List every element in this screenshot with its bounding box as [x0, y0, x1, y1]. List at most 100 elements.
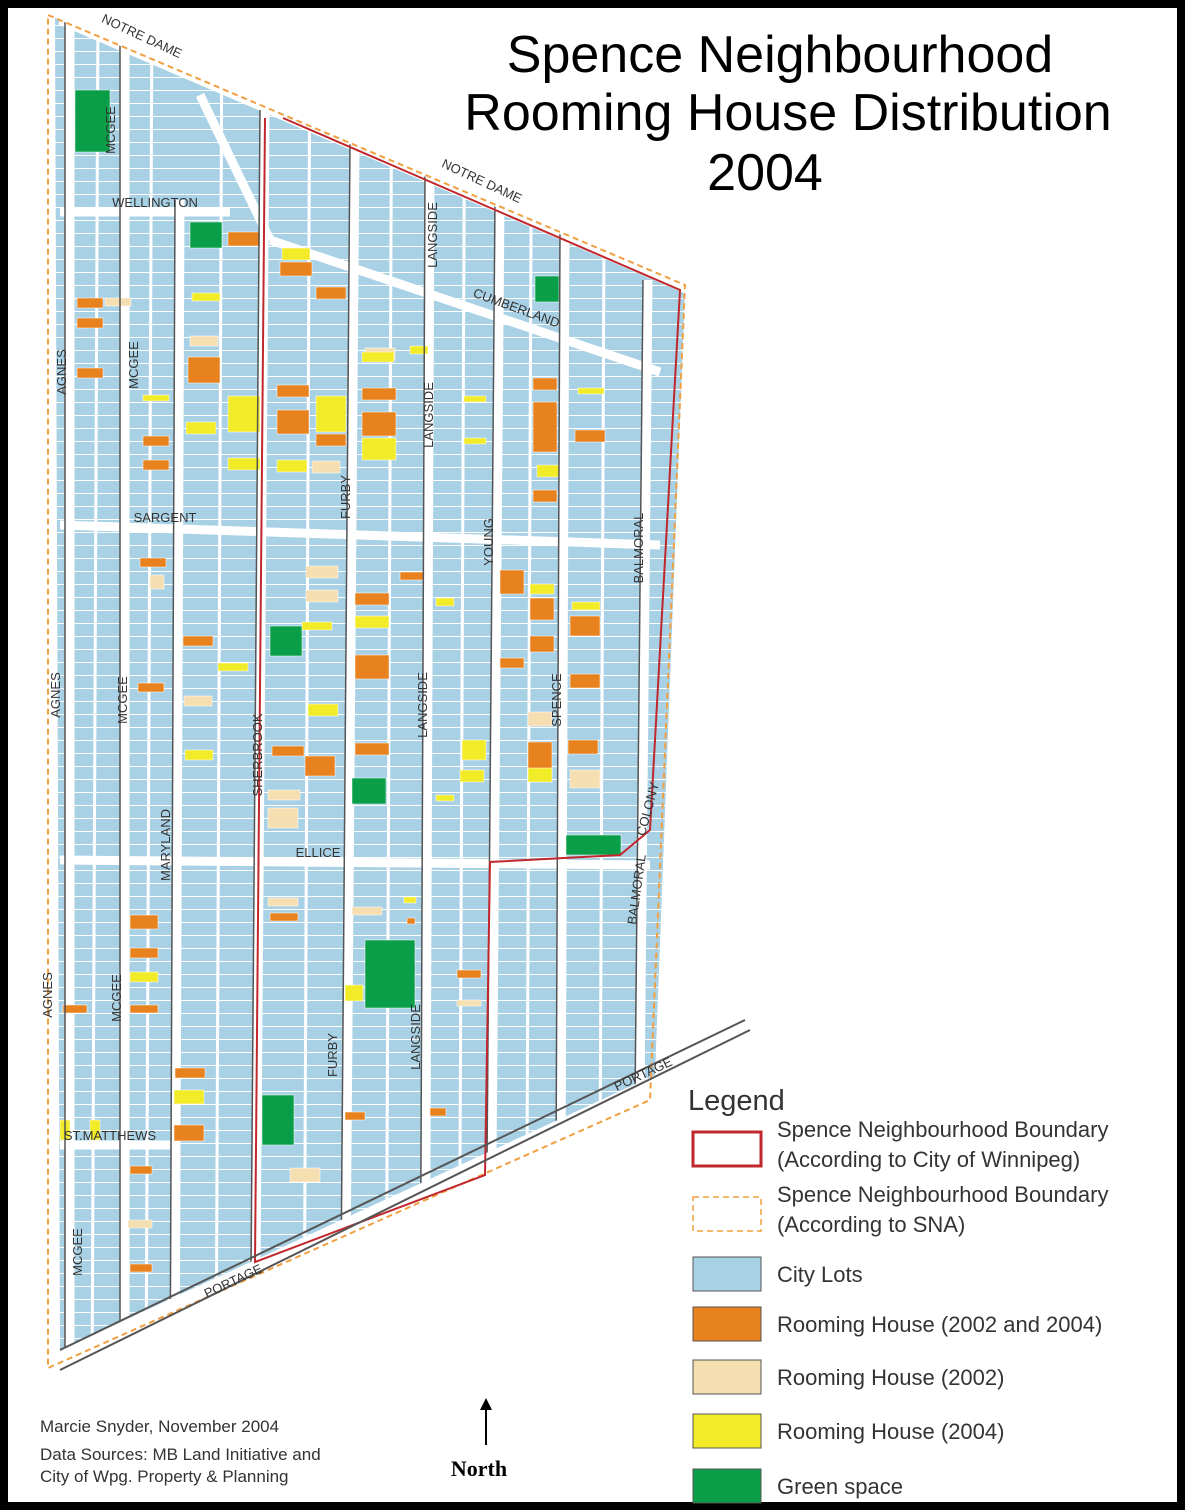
lot-highlight — [130, 1005, 158, 1013]
street-label: SHERBROOK — [250, 713, 265, 796]
street-label: WELLINGTON — [112, 195, 198, 210]
lot-highlight — [190, 336, 218, 346]
lot-highlight — [130, 1166, 152, 1174]
lot-highlight — [355, 743, 389, 755]
lot-highlight — [355, 616, 389, 628]
lot-highlight — [268, 790, 300, 800]
lot-highlight — [533, 402, 557, 452]
street-label: SARGENT — [134, 510, 197, 525]
lot-highlight — [186, 422, 216, 434]
legend-label: Spence Neighbourhood Boundary — [777, 1182, 1108, 1207]
lot-highlight — [280, 262, 312, 276]
lot-highlight — [570, 674, 600, 688]
legend-swatch — [693, 1360, 761, 1394]
legend-label: (According to SNA) — [777, 1212, 965, 1237]
lot-highlight — [130, 972, 158, 982]
lot-highlight — [566, 835, 621, 855]
title-line: Rooming House Distribution — [464, 84, 1111, 142]
street-label: MCGEE — [115, 676, 130, 724]
legend-title: Legend — [688, 1085, 785, 1117]
lot-highlight — [365, 940, 415, 1008]
lot-highlight — [272, 746, 304, 756]
street-label: AGNES — [54, 349, 69, 395]
legend-label: Rooming House (2004) — [777, 1419, 1004, 1444]
lot-highlight — [282, 248, 310, 260]
lot-highlight — [306, 566, 338, 578]
lot-highlight — [533, 378, 557, 390]
lot-highlight — [537, 465, 559, 477]
title-line: 2004 — [707, 144, 823, 202]
lot-highlight — [268, 898, 298, 906]
street-label: BALMORAL — [631, 513, 646, 584]
street-label: YOUNG — [481, 518, 496, 566]
lot-highlight — [410, 346, 428, 354]
lot-highlight — [140, 558, 166, 567]
lot-highlight — [175, 1068, 205, 1078]
lot-highlight — [530, 636, 554, 652]
street-label: LANGSIDE — [415, 672, 430, 738]
lot-highlight — [533, 490, 557, 502]
lot-highlight — [352, 778, 386, 804]
lot-highlight — [174, 1090, 204, 1104]
lot-highlight — [362, 438, 396, 460]
north-label: North — [451, 1456, 507, 1481]
lot-highlight — [183, 636, 213, 646]
lot-highlight — [316, 434, 346, 446]
road — [175, 200, 180, 1400]
lot-highlight — [150, 575, 164, 589]
street-label: AGNES — [48, 672, 63, 718]
street-label: ELLICE — [296, 845, 341, 860]
street-label: AGNES — [40, 972, 55, 1018]
lot-highlight — [457, 1000, 481, 1006]
lot-highlight — [190, 222, 222, 248]
lot-highlight — [306, 590, 338, 602]
lot-highlight — [362, 412, 396, 436]
lot-highlight — [352, 907, 382, 915]
lot-highlight — [407, 918, 415, 924]
lot-highlight — [535, 276, 559, 302]
lot-highlight — [430, 1108, 446, 1116]
lot-highlight — [400, 572, 424, 580]
lot-highlight — [530, 584, 554, 594]
street-label: MCGEE — [103, 106, 118, 154]
lot-highlight — [105, 298, 131, 306]
lot-highlight — [316, 396, 346, 432]
lot-highlight — [228, 396, 260, 432]
credit: Marcie Snyder, November 2004 — [40, 1417, 279, 1436]
legend-label: (According to City of Winnipeg) — [777, 1147, 1080, 1172]
lot-highlight — [270, 626, 302, 656]
lot-highlight — [460, 770, 484, 782]
legend-swatch — [693, 1132, 761, 1166]
lot-highlight — [277, 410, 309, 434]
lot-highlight — [277, 385, 309, 397]
lot-highlight — [138, 683, 164, 692]
lot-highlight — [262, 1095, 294, 1145]
lot-highlight — [578, 388, 604, 394]
lot-highlight — [128, 1220, 152, 1228]
lot-highlight — [188, 357, 220, 383]
lot-highlight — [500, 658, 524, 668]
street-label: LANGSIDE — [421, 382, 436, 448]
lot-highlight — [268, 808, 298, 828]
lot-highlight — [63, 1005, 87, 1013]
street-label: SPENCE — [549, 673, 564, 727]
street-label: MCGEE — [70, 1228, 85, 1276]
lot-highlight — [143, 436, 169, 446]
legend-swatch — [693, 1257, 761, 1291]
lot-highlight — [270, 913, 298, 921]
legend-swatch — [693, 1414, 761, 1448]
street-label: LANGSIDE — [408, 1004, 423, 1070]
lot-highlight — [355, 655, 389, 679]
lot-highlight — [130, 948, 158, 958]
lot-highlight — [345, 1112, 365, 1120]
legend-label: Rooming House (2002 and 2004) — [777, 1312, 1102, 1337]
street-label: ST.MATTHEWS — [64, 1128, 157, 1143]
lot-highlight — [218, 663, 248, 671]
legend-swatch — [693, 1469, 761, 1503]
lot-highlight — [228, 458, 260, 470]
lot-highlight — [277, 460, 307, 472]
lot-highlight — [528, 768, 552, 782]
street-label: MCGEE — [109, 974, 124, 1022]
lot-highlight — [500, 570, 524, 594]
lot-highlight — [302, 622, 332, 630]
